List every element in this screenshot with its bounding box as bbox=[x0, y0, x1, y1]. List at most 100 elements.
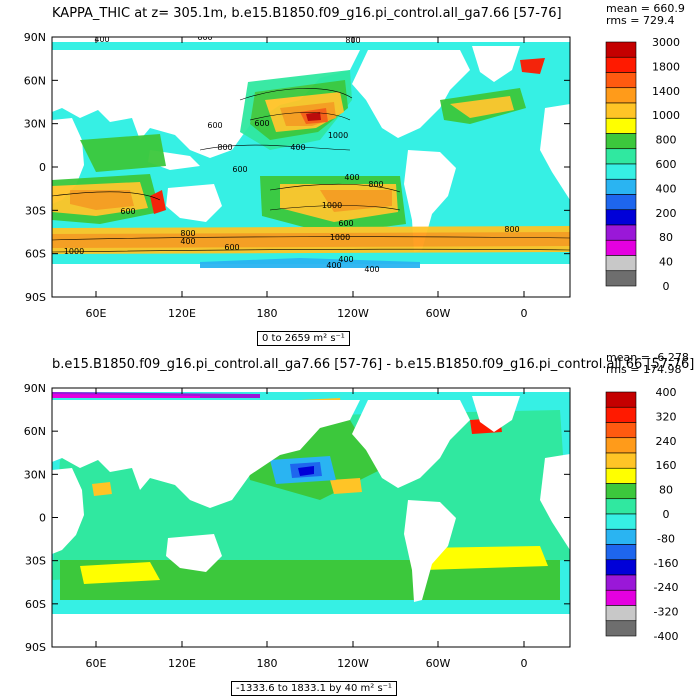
contour-label: 400 bbox=[180, 237, 195, 246]
contour-label: 800 bbox=[504, 225, 519, 234]
colorbar-label: 1400 bbox=[652, 85, 680, 98]
colorbar-label: -160 bbox=[654, 557, 679, 570]
panel2-range-box: -1333.6 to 1833.1 by 40 m² s⁻¹ bbox=[231, 681, 397, 696]
colorbar-swatch bbox=[605, 56, 637, 73]
contour-label: 600 bbox=[338, 219, 353, 228]
panel1-range-box: 0 to 2659 m² s⁻¹ bbox=[257, 331, 350, 346]
contour-label: 400 bbox=[344, 173, 359, 182]
colorbar-label: 400 bbox=[656, 386, 677, 399]
colorbar-label: 600 bbox=[656, 158, 677, 171]
y-tick-label: 90S bbox=[25, 641, 46, 654]
colorbar-swatch bbox=[605, 483, 637, 500]
y-tick-label: 0 bbox=[39, 512, 46, 525]
x-tick-label: 180 bbox=[257, 657, 278, 670]
colorbar-swatch bbox=[605, 102, 637, 119]
panel1-land bbox=[52, 37, 570, 297]
contour-label: 600 bbox=[254, 119, 269, 128]
contour-label: 800 bbox=[180, 229, 195, 238]
colorbar-swatch bbox=[605, 437, 637, 454]
contour-label: 1000 bbox=[330, 233, 350, 242]
x-tick-label: 0 bbox=[521, 657, 528, 670]
x-tick-label: 60W bbox=[426, 307, 451, 320]
colorbar-swatch bbox=[605, 498, 637, 515]
y-tick-label: 60S bbox=[25, 248, 46, 261]
colorbar-label: 400 bbox=[656, 182, 677, 195]
contour-label: 400 bbox=[338, 255, 353, 264]
colorbar-swatch bbox=[605, 194, 637, 211]
y-tick-label: 90N bbox=[24, 382, 46, 395]
colorbar-swatch bbox=[605, 574, 637, 591]
contour-label: 600 bbox=[120, 207, 135, 216]
y-tick-label: 30N bbox=[24, 468, 46, 481]
colorbar-swatch bbox=[605, 87, 637, 104]
y-tick-label: 0 bbox=[39, 161, 46, 174]
contour-label: 400 bbox=[326, 261, 341, 270]
colorbar-label: 40 bbox=[659, 256, 673, 269]
colorbar-swatch bbox=[605, 148, 637, 165]
colorbar-swatch bbox=[605, 452, 637, 469]
x-tick-label: 0 bbox=[521, 307, 528, 320]
contour-label: 400 bbox=[290, 143, 305, 152]
colorbar-swatch bbox=[605, 589, 637, 606]
panel1-title: KAPPA_THIC at z= 305.1m, b.e15.B1850.f09… bbox=[52, 6, 562, 21]
colorbar-label: -400 bbox=[654, 630, 679, 643]
y-tick-label: 30N bbox=[24, 118, 46, 131]
panel2-title: b.e15.B1850.f09_g16.pi_control.all_ga7.6… bbox=[52, 357, 695, 372]
y-tick-label: 90S bbox=[25, 291, 46, 304]
contour-label: 1000 bbox=[328, 131, 348, 140]
colorbar-label: 160 bbox=[656, 459, 677, 472]
colorbar-swatch bbox=[605, 544, 637, 561]
colorbar-label: -240 bbox=[654, 581, 679, 594]
colorbar-label: 200 bbox=[656, 207, 677, 220]
x-tick-label: 60E bbox=[86, 657, 107, 670]
colorbar-swatch bbox=[605, 559, 637, 576]
y-tick-label: 30S bbox=[25, 555, 46, 568]
panel2-axes: 90N 60N 30N 0 30S 60S 90S 60E 120E 180 120W 60W 0 bbox=[24, 382, 570, 670]
colorbar-swatch bbox=[605, 620, 637, 637]
colorbar-swatch bbox=[605, 117, 637, 134]
colorbar-label: 3000 bbox=[652, 36, 680, 49]
colorbar-label: 1800 bbox=[652, 60, 680, 73]
colorbar-swatch bbox=[605, 224, 637, 241]
y-tick-label: 30S bbox=[25, 204, 46, 217]
panel1-contours bbox=[52, 88, 570, 253]
x-tick-label: 60E bbox=[86, 307, 107, 320]
contour-label: 1000 bbox=[322, 201, 342, 210]
y-tick-label: 90N bbox=[24, 31, 46, 44]
panel2-colorbar: 400 320 240 160 80 0 -80 -160 -240 -320 -400 bbox=[605, 386, 679, 643]
panel2-map bbox=[52, 388, 570, 647]
panel1-bands bbox=[52, 58, 570, 268]
x-tick-label: 120E bbox=[168, 307, 196, 320]
contour-label: 800 bbox=[368, 180, 383, 189]
colorbar-label: 0 bbox=[663, 508, 670, 521]
colorbar-swatch bbox=[605, 239, 637, 256]
colorbar-label: 0 bbox=[663, 280, 670, 293]
colorbar-swatch bbox=[605, 605, 637, 622]
colorbar-label: -320 bbox=[654, 606, 679, 619]
colorbar-swatch bbox=[605, 209, 637, 226]
colorbar-label: 800 bbox=[656, 134, 677, 147]
colorbar-swatch bbox=[605, 513, 637, 530]
panel2-rms: rms = 174.98 bbox=[606, 363, 682, 376]
panel2-land bbox=[52, 388, 570, 647]
colorbar-swatch bbox=[605, 163, 637, 180]
colorbar-swatch bbox=[605, 528, 637, 545]
x-tick-label: 120E bbox=[168, 657, 196, 670]
colorbar-label: 80 bbox=[659, 231, 673, 244]
x-tick-label: 120W bbox=[337, 657, 369, 670]
colorbar-swatch bbox=[605, 178, 637, 195]
colorbar-label: 240 bbox=[656, 435, 677, 448]
colorbar-label: 80 bbox=[659, 484, 673, 497]
y-tick-label: 60S bbox=[25, 598, 46, 611]
colorbar-label: -80 bbox=[657, 532, 675, 545]
colorbar-swatch bbox=[605, 133, 637, 150]
contour-label: 600 bbox=[207, 121, 222, 130]
panel1-rms: rms = 729.4 bbox=[606, 14, 675, 27]
contour-label: 600 bbox=[224, 243, 239, 252]
colorbar-swatch bbox=[605, 467, 637, 484]
contour-label: 400 bbox=[94, 35, 109, 44]
contour-label: 600 bbox=[232, 165, 247, 174]
colorbar-swatch bbox=[605, 255, 637, 272]
